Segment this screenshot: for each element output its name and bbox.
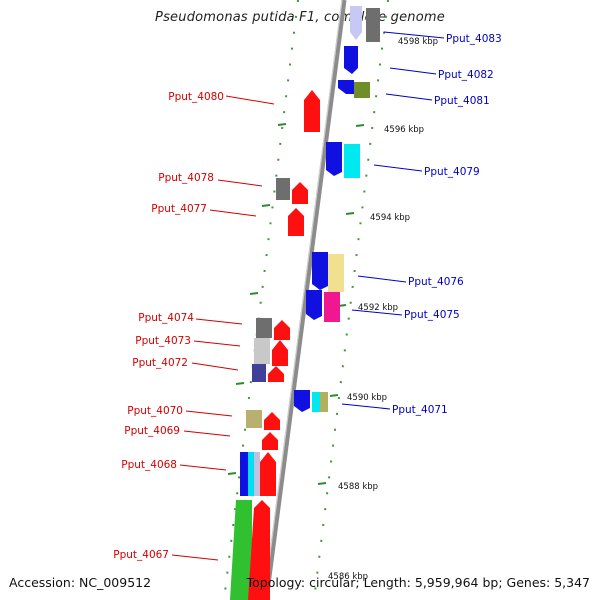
gene-label: Pput_4081 <box>434 95 490 107</box>
scale-label: 4592 kbp <box>358 303 398 313</box>
gene-pput-4081-b <box>354 82 370 98</box>
leader-lines-left <box>171 95 275 561</box>
gene-label: Pput_4070 <box>127 405 183 417</box>
gene-pput-4072-b <box>268 366 284 382</box>
scale-labels: 4598 kbp 4596 kbp 4594 kbp 4592 kbp 4590… <box>328 37 438 582</box>
summary-text: Topology: circular; Length: 5,959,964 bp… <box>246 575 590 590</box>
gene-pput-4070-b <box>264 412 280 430</box>
gene-pput-4071 <box>294 390 310 412</box>
leader-lines-right <box>341 31 445 410</box>
gene-pput-4071-c <box>320 392 328 412</box>
gene-label: Pput_4077 <box>151 203 207 215</box>
gene-pput-4083-b <box>366 8 380 42</box>
scale-label: 4594 kbp <box>370 213 410 223</box>
gene-label: Pput_4072 <box>132 357 188 369</box>
accession-text: Accession: NC_009512 <box>9 575 152 590</box>
gene-label: Pput_4078 <box>158 172 214 184</box>
gene-pput-4078 <box>276 178 290 200</box>
gene-pput-4068-d <box>260 452 276 496</box>
gene-pput-4083 <box>350 6 362 40</box>
gene-pput-4067 <box>230 500 252 600</box>
gene-label: Pput_4076 <box>408 276 464 288</box>
gene-pput-4069 <box>262 432 278 450</box>
gene-pput-4076 <box>312 252 328 290</box>
gene-pput-4081 <box>338 80 354 94</box>
scale-label: 4590 kbp <box>347 393 387 403</box>
gene-label: Pput_4082 <box>438 69 494 81</box>
gene-label: Pput_4074 <box>138 312 194 324</box>
gene-label: Pput_4075 <box>404 309 460 321</box>
gene-label: Pput_4073 <box>135 335 191 347</box>
gene-pput-4068-c <box>254 452 260 496</box>
gene-pput-4070 <box>246 410 262 428</box>
gene-label: Pput_4067 <box>113 549 169 561</box>
gene-pput-4076-b <box>328 254 344 292</box>
gene-label: Pput_4079 <box>424 166 480 178</box>
gene-label: Pput_4080 <box>168 91 224 103</box>
forward-strand-genes <box>230 90 320 600</box>
scale-label: 4586 kbp <box>328 572 368 582</box>
gene-pput-4068 <box>240 452 248 496</box>
gene-pput-4075 <box>306 290 322 320</box>
gene-pput-4078-b <box>292 182 308 204</box>
gene-pput-4075-b <box>324 292 340 322</box>
gene-pput-4072 <box>252 364 266 382</box>
genome-backbone <box>263 0 347 600</box>
gene-pput-4073 <box>254 338 270 364</box>
gene-pput-4074 <box>256 318 272 338</box>
gene-pput-4077 <box>288 208 304 236</box>
reverse-strand-genes <box>294 6 380 412</box>
scale-label: 4598 kbp <box>398 37 438 47</box>
gene-pput-4068-b <box>248 452 254 496</box>
gene-label: Pput_4068 <box>121 459 177 471</box>
right-gene-labels: Pput_4083 Pput_4082 Pput_4081 Pput_4079 … <box>392 33 502 416</box>
gene-pput-4067-b <box>248 500 270 600</box>
gene-pput-4073-b <box>272 340 288 366</box>
gene-pput-4080 <box>304 90 320 132</box>
gene-label: Pput_4071 <box>392 404 448 416</box>
gene-pput-4079 <box>326 142 342 176</box>
gene-pput-4071-b <box>312 392 320 412</box>
left-gene-labels: Pput_4080 Pput_4078 Pput_4077 Pput_4074 … <box>113 91 224 561</box>
scale-label: 4596 kbp <box>384 125 424 135</box>
gene-label: Pput_4083 <box>446 33 502 45</box>
gene-pput-4074-b <box>274 320 290 340</box>
gene-pput-4079-b <box>344 144 360 178</box>
gene-pput-4082 <box>344 46 358 74</box>
scale-label: 4588 kbp <box>338 482 378 492</box>
gene-label: Pput_4069 <box>124 425 180 437</box>
